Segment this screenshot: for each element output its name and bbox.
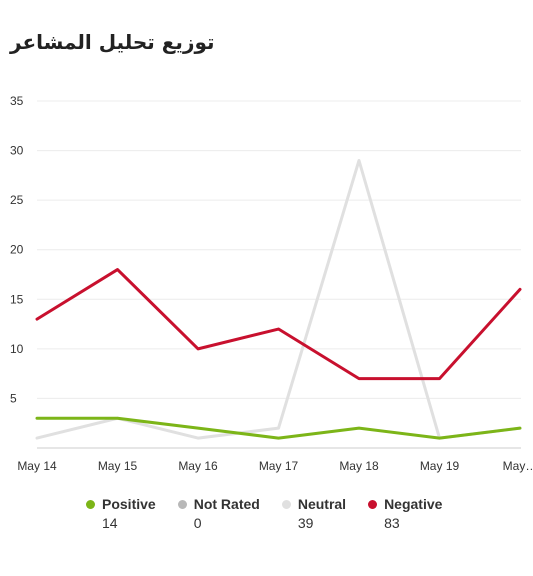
legend-item-positive[interactable]: Positive 14 xyxy=(86,496,156,531)
legend-item-not-rated[interactable]: Not Rated 0 xyxy=(177,496,260,531)
legend-total-not-rated: 0 xyxy=(193,515,202,531)
legend-total-positive: 14 xyxy=(102,515,118,531)
line-chart: 5 10 15 20 25 30 35 May 14 May 15 May 16 May 17 May… xyxy=(10,94,533,473)
legend-marker-positive xyxy=(86,499,95,509)
legend-marker-neutral xyxy=(281,499,291,509)
x-tick-label-5: May 19 xyxy=(420,459,460,473)
y-tick-label-10: 10 xyxy=(10,342,24,356)
x-tick-label-1: May 15 xyxy=(98,459,138,473)
legend-label-not-rated: Not Rated xyxy=(193,496,260,512)
legend-total-neutral: 39 xyxy=(297,515,314,531)
x-tick-label-4: May 18 xyxy=(339,459,379,473)
y-tick-label-35: 35 xyxy=(10,94,24,108)
chart-title: توزيع تحليل المشاعر xyxy=(10,30,215,54)
legend-marker-not-rated xyxy=(177,499,187,509)
y-tick-label-5: 5 xyxy=(10,391,17,405)
legend-label-negative: Negative xyxy=(384,496,443,512)
legend-label-positive: Positive xyxy=(102,496,156,512)
legend: Positive 14 Not Rated 0 Neutral 39 Negat… xyxy=(86,496,442,531)
legend-item-negative[interactable]: Negative 83 xyxy=(368,496,442,531)
y-tick-label-25: 25 xyxy=(10,193,24,207)
x-tick-label-3: May 17 xyxy=(259,459,299,473)
y-tick-label-15: 15 xyxy=(10,292,24,306)
x-tick-label-2: May 16 xyxy=(178,459,218,473)
series-line-positive[interactable] xyxy=(35,416,522,440)
y-tick-label-30: 30 xyxy=(10,144,24,158)
y-tick-label-20: 20 xyxy=(10,243,24,257)
x-tick-label-0: May 14 xyxy=(17,459,57,473)
x-tick-label-6: May… xyxy=(503,459,533,473)
series-line-negative[interactable] xyxy=(35,268,522,381)
legend-marker-negative xyxy=(368,499,378,509)
legend-total-negative: 83 xyxy=(384,515,400,531)
legend-label-neutral: Neutral xyxy=(297,496,347,512)
legend-item-neutral[interactable]: Neutral 39 xyxy=(281,496,347,531)
